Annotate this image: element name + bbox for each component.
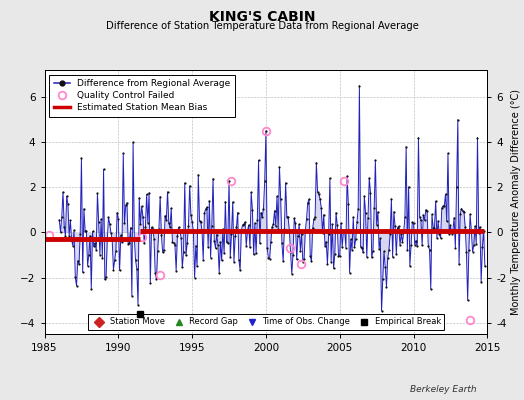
Text: Difference of Station Temperature Data from Regional Average: Difference of Station Temperature Data f…	[105, 21, 419, 31]
Text: Berkeley Earth: Berkeley Earth	[410, 385, 477, 394]
Text: KING'S CABIN: KING'S CABIN	[209, 10, 315, 24]
Legend: Station Move, Record Gap, Time of Obs. Change, Empirical Break: Station Move, Record Gap, Time of Obs. C…	[88, 314, 444, 330]
Y-axis label: Monthly Temperature Anomaly Difference (°C): Monthly Temperature Anomaly Difference (…	[511, 89, 521, 315]
